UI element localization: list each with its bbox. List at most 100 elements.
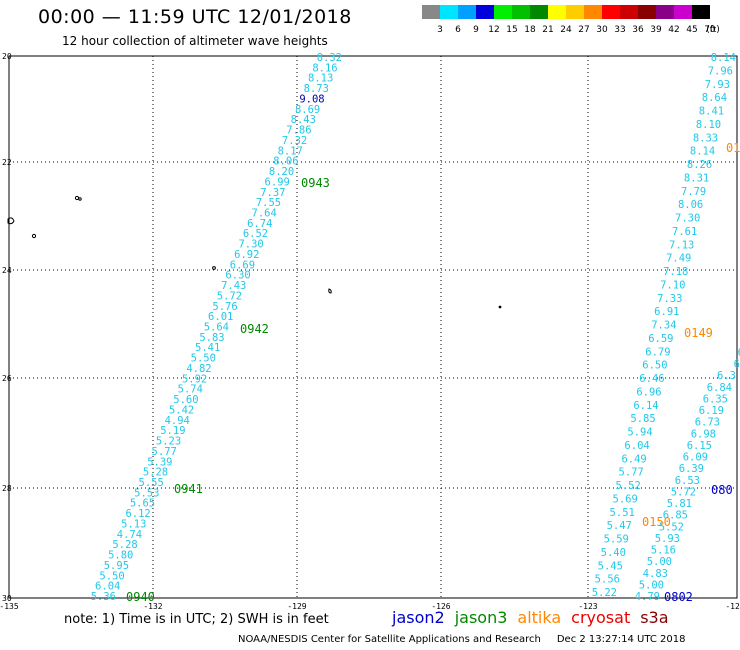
colorbar-swatch: [458, 5, 476, 19]
wave-height-value: 5.55: [139, 477, 164, 489]
map-grid: 20 22 24 26 28 30-135 -132 -129 -126 -123 -120: [0, 52, 740, 610]
colorbar-swatch: [512, 5, 530, 19]
wave-height-value: 5.64: [204, 322, 229, 334]
wave-height-value: 7.86: [286, 125, 311, 137]
lat-label: 20: [2, 52, 12, 61]
colorbar-swatch: [494, 5, 512, 19]
wave-height-value: 6.35: [703, 393, 728, 405]
wave-height-value: 6.15: [687, 440, 712, 452]
colorbar-label: 21: [542, 25, 553, 35]
satellite-legend: jason2 jason3 altika cryosat s3a: [392, 608, 679, 627]
colorbar-label: 9: [473, 25, 479, 35]
lat-label: 24: [2, 266, 12, 275]
wave-height-value: 5.28: [143, 467, 168, 479]
time-label: 0150: [642, 515, 671, 529]
lat-label: 30: [2, 594, 12, 603]
time-label: 0940: [126, 590, 155, 604]
colorbar-swatch: [422, 5, 440, 19]
satellite-altika: altika: [517, 608, 562, 627]
wave-height-value: 7.64: [252, 207, 277, 219]
wave-height-value: 5.93: [655, 533, 680, 545]
wave-height-value: 6.69: [230, 259, 255, 271]
timestamp: Dec 2 13:27:14 UTC 2018: [556, 634, 686, 645]
wave-height-value: 6.01: [208, 311, 233, 323]
colorbar-label: 30: [596, 25, 608, 35]
wave-height-value: 5.16: [651, 545, 676, 557]
wave-height-value: 8.43: [291, 114, 316, 126]
wave-height-value: 6.74: [247, 218, 272, 230]
wave-height-value: 5.65: [130, 498, 155, 510]
wave-height-value: 5.39: [147, 456, 172, 468]
island: [498, 305, 502, 309]
wave-height-value: 8.33: [693, 132, 718, 144]
wave-height-value: 6.50: [642, 360, 667, 372]
colorbar-label: 6: [455, 25, 461, 35]
track-values: 8.328.168.138.739.088.698.437.867.328.17…: [91, 52, 740, 603]
wave-height-value: 5.94: [627, 427, 652, 439]
time-label: 01: [726, 141, 740, 155]
wave-height-value: 8.14: [690, 146, 715, 158]
wave-height-value: 5.83: [199, 332, 224, 344]
colorbar-swatch: [548, 5, 566, 19]
wave-height-colorbar: 3 6 9 12 15 18 21 24 27 30 33 36 39 42 45 70(ft): [422, 5, 720, 35]
wave-height-value: 5.76: [212, 301, 237, 313]
altimeter-map: 20 22 24 26 28 30-135 -132 -129 -126 -123 -120 8.3…: [0, 52, 740, 610]
time-label: 0942: [240, 322, 269, 336]
wave-height-value: 4.94: [165, 415, 190, 427]
wave-height-value: 5.23: [156, 436, 181, 448]
wave-height-value: 6.12: [125, 508, 150, 520]
wave-height-value: 5.52: [659, 521, 684, 533]
colorbar-swatch: [584, 5, 602, 19]
wave-height-value: 8.41: [699, 106, 724, 118]
wave-height-value: 7.30: [238, 239, 263, 251]
wave-height-value: 4.82: [186, 363, 211, 375]
wave-height-value: 6.19: [699, 405, 724, 417]
colorbar-unit: (ft): [706, 25, 720, 35]
wave-height-value: 7.49: [666, 253, 691, 265]
wave-height-value: 5.72: [217, 290, 242, 302]
page-title: 00:00 — 11:59 UTC 12/01/2018: [38, 6, 352, 28]
wave-height-value: 5.47: [607, 520, 632, 532]
wave-height-value: 5.45: [598, 560, 623, 572]
wave-height-value: 5.80: [108, 550, 133, 562]
note-text: note: 1) Time is in UTC; 2) SWH is in fe…: [64, 612, 329, 627]
wave-height-value: 6: [734, 359, 740, 371]
wave-height-value: 9.08: [299, 93, 324, 105]
colorbar-label: 12: [488, 25, 499, 35]
wave-height-value: 7.34: [651, 320, 676, 332]
colorbar-swatch: [566, 5, 584, 19]
lon-label: -120: [725, 602, 740, 610]
credit-line: NOAA/NESDIS Center for Satellite Applica…: [238, 634, 685, 645]
map-frame: [8, 55, 738, 599]
colorbar-label: 33: [614, 25, 625, 35]
time-labels: 0943 0942 0941 0940 0149 01 0150 080 0802: [126, 141, 740, 604]
wave-height-value: 6.3: [717, 370, 736, 382]
wave-height-value: 5.69: [613, 493, 638, 505]
wave-height-value: 5.41: [195, 342, 220, 354]
wave-height-value: 6.46: [639, 373, 664, 385]
colorbar-swatch: [674, 5, 692, 19]
wave-height-value: 4.83: [643, 568, 668, 580]
wave-height-value: 6.92: [234, 249, 259, 261]
wave-height-value: 5.56: [595, 574, 620, 586]
wave-height-value: 6.98: [691, 428, 716, 440]
colorbar-swatch: [638, 5, 656, 19]
wave-height-value: 6.79: [645, 346, 670, 358]
time-label: 0943: [301, 176, 330, 190]
wave-height-value: 5.22: [592, 587, 617, 599]
wave-height-value: 6.91: [654, 306, 679, 318]
time-label: 080: [711, 483, 733, 497]
wave-height-value: 5.59: [604, 534, 629, 546]
island: [212, 266, 216, 270]
lon-label: -123: [578, 602, 597, 610]
colorbar-label: 27: [578, 25, 589, 35]
wave-height-value: 7.55: [256, 197, 281, 209]
wave-height-value: 8.20: [269, 166, 294, 178]
credit-text: NOAA/NESDIS Center for Satellite Applica…: [238, 634, 541, 645]
lon-label: -126: [431, 602, 450, 610]
wave-height-value: 8.31: [684, 172, 709, 184]
wave-height-value: 5.50: [99, 570, 124, 582]
wave-height-value: 5.42: [169, 404, 194, 416]
wave-height-value: 5.74: [178, 384, 203, 396]
wave-height-value: 5.13: [121, 518, 146, 530]
